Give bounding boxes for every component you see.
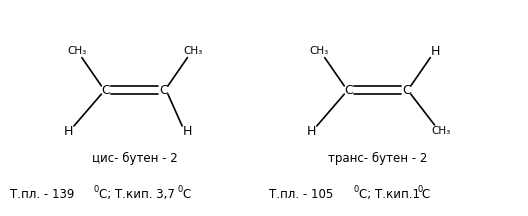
Text: 0: 0 bbox=[354, 185, 359, 194]
Text: C; Т.кип. 3,7: C; Т.кип. 3,7 bbox=[99, 188, 175, 201]
Text: CH₃: CH₃ bbox=[431, 126, 450, 136]
Text: CH₃: CH₃ bbox=[67, 46, 86, 56]
Text: C: C bbox=[159, 84, 168, 97]
Text: Т.пл. - 139: Т.пл. - 139 bbox=[10, 188, 74, 201]
Text: C: C bbox=[402, 84, 411, 97]
Text: 0: 0 bbox=[94, 185, 99, 194]
Text: C: C bbox=[344, 84, 353, 97]
Text: 0: 0 bbox=[177, 185, 183, 194]
Text: H: H bbox=[183, 125, 192, 138]
Text: 0: 0 bbox=[417, 185, 422, 194]
Text: H: H bbox=[64, 125, 73, 138]
Text: Т.пл. - 105: Т.пл. - 105 bbox=[269, 188, 334, 201]
Text: транс- бутен - 2: транс- бутен - 2 bbox=[328, 152, 427, 165]
Text: C: C bbox=[422, 188, 430, 201]
Text: CH₃: CH₃ bbox=[183, 46, 202, 56]
Text: H: H bbox=[307, 125, 316, 138]
Text: C: C bbox=[101, 84, 110, 97]
Text: C; Т.кип.1: C; Т.кип.1 bbox=[359, 188, 420, 201]
Text: цис- бутен - 2: цис- бутен - 2 bbox=[92, 152, 177, 165]
Text: H: H bbox=[431, 45, 440, 58]
Text: C: C bbox=[182, 188, 191, 201]
Text: CH₃: CH₃ bbox=[310, 46, 329, 56]
